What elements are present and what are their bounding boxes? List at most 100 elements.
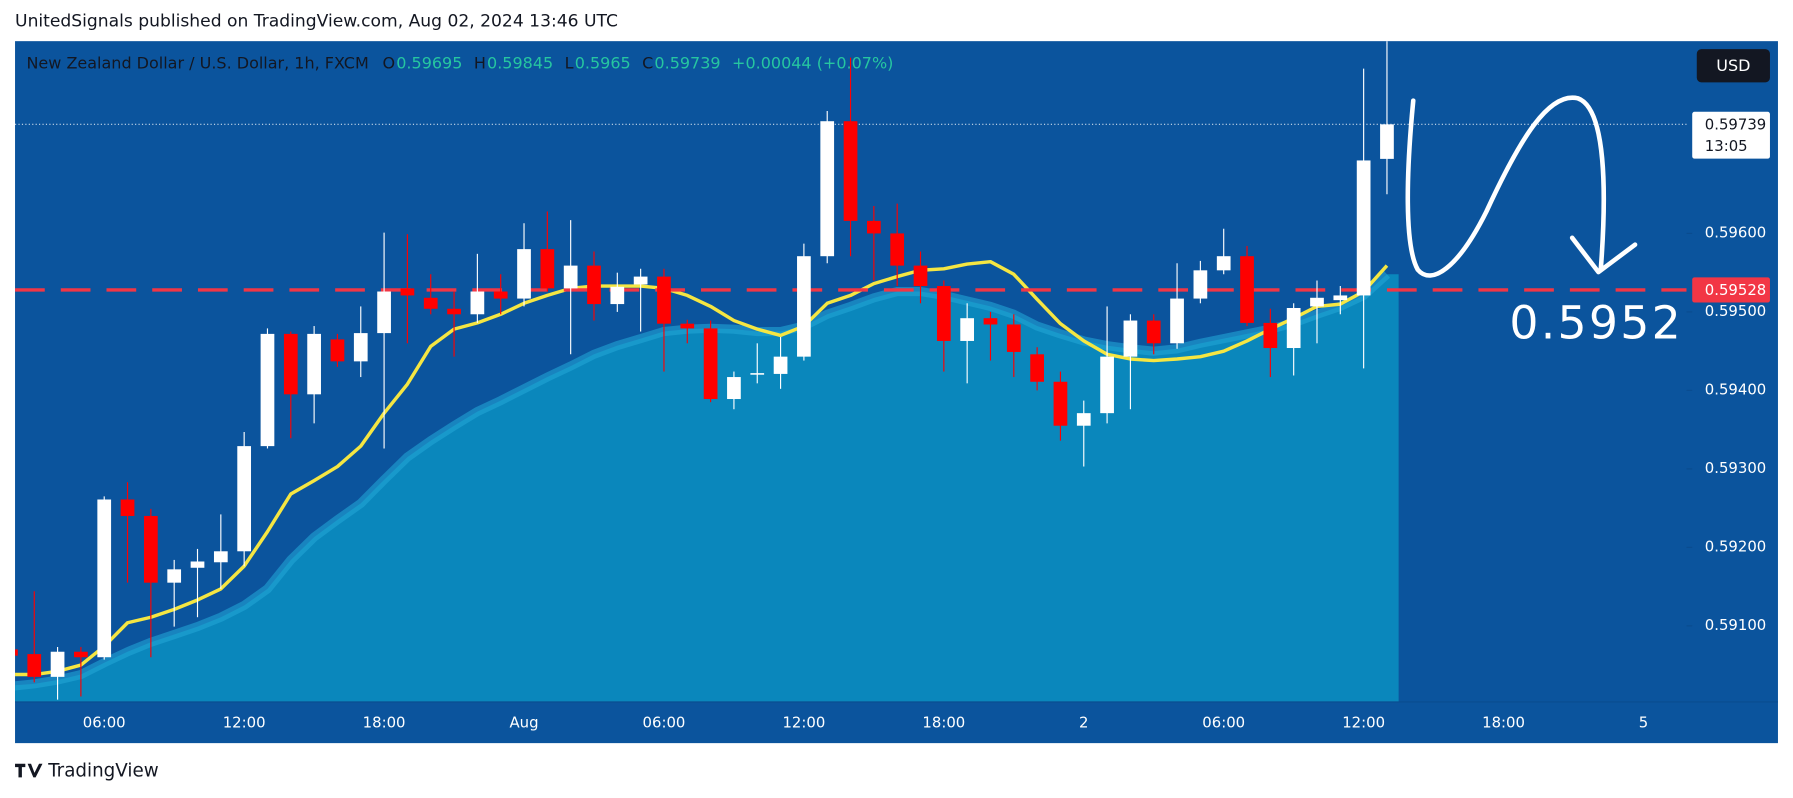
x-tick-label: 12:00 — [223, 714, 266, 732]
x-tick-label: Aug — [510, 714, 539, 732]
y-tick-label: 0.59400 — [1705, 380, 1766, 398]
candle-body — [540, 249, 555, 289]
candle-body — [867, 220, 881, 234]
x-tick-label: 2 — [1079, 714, 1088, 732]
candle-body — [797, 256, 811, 357]
legend-value: 0.59739 — [654, 54, 720, 73]
candle-body — [470, 291, 485, 315]
candle-body — [1286, 307, 1301, 349]
y-tick-label: 0.59300 — [1705, 459, 1766, 477]
candle-body — [423, 297, 438, 309]
x-tick-label: 18:00 — [363, 714, 406, 732]
candle-body — [353, 333, 368, 362]
x-tick-label: 06:00 — [1202, 714, 1245, 732]
candle-body — [633, 276, 648, 285]
candle-body — [1240, 256, 1254, 323]
candle-body — [657, 276, 671, 324]
ma-area-edge — [15, 270, 1391, 691]
candle-body — [330, 339, 345, 362]
x-tick-label: 12:00 — [1342, 714, 1385, 732]
candle-body — [1146, 320, 1161, 344]
x-tick-label: 06:00 — [643, 714, 686, 732]
candle-body — [1006, 324, 1021, 352]
legend-value: 0.59695 — [396, 54, 462, 73]
candle-body — [27, 654, 42, 677]
candle-body — [517, 249, 531, 299]
y-tick-label: 0.59100 — [1705, 616, 1766, 634]
candle-body — [1216, 256, 1231, 271]
candle-body — [750, 373, 765, 375]
candle-body — [213, 551, 228, 563]
candle-body — [493, 291, 508, 299]
candle-body — [260, 333, 275, 447]
candle-body — [773, 356, 788, 374]
x-tick-label: 5 — [1639, 714, 1648, 732]
candle-body — [1333, 295, 1348, 301]
candle-body — [15, 649, 18, 656]
candle-body — [50, 651, 65, 677]
footer: TradingView — [47, 761, 159, 782]
legend-value: 0.5965 — [575, 54, 631, 73]
candle-body — [1053, 381, 1068, 426]
candle-body — [283, 333, 298, 395]
x-tick-label: 12:00 — [782, 714, 825, 732]
candle-body — [447, 308, 461, 315]
candle-body — [610, 286, 625, 305]
level-label: 0.59528 — [1705, 281, 1766, 299]
candle-body — [727, 377, 741, 400]
legend-key: L — [565, 54, 574, 73]
candle-body — [1030, 354, 1044, 382]
candle-body — [144, 515, 158, 583]
candle-body — [190, 561, 205, 568]
candle-body — [1310, 297, 1324, 307]
legend-key: H — [474, 54, 486, 73]
legend-change: +0.00044 (+0.07%) — [732, 54, 893, 73]
level-box — [1692, 277, 1770, 303]
candle-body — [237, 446, 252, 552]
countdown: 13:05 — [1705, 137, 1748, 155]
candle-body — [97, 499, 112, 658]
candle-body — [820, 121, 835, 257]
candle-body — [563, 265, 578, 289]
header: UnitedSignals published on TradingView.c… — [15, 12, 618, 32]
ma-line — [15, 259, 1389, 677]
last-price-box — [1692, 111, 1770, 159]
candle-body — [1100, 356, 1114, 414]
currency: USD — [1716, 56, 1750, 75]
currency-box — [1696, 49, 1770, 83]
candle-body — [1263, 322, 1278, 349]
annotation: 0.5952 — [1509, 296, 1683, 349]
candle-body — [1076, 413, 1091, 426]
legend: New Zealand Dollar / U.S. Dollar, 1h, FX… — [26, 54, 893, 73]
ma-area — [15, 274, 1399, 702]
last-price-label: 0.59739 — [1705, 115, 1766, 133]
legend-symbol: New Zealand Dollar / U.S. Dollar, 1h, FX… — [26, 54, 368, 73]
y-tick-label: 0.59200 — [1705, 537, 1766, 555]
legend-key: C — [642, 54, 653, 73]
candle-body — [703, 328, 718, 400]
candle-body — [890, 233, 905, 266]
hand-drawn-arrow — [1405, 95, 1638, 278]
candle-body — [913, 265, 928, 287]
x-tick-label: 18:00 — [922, 714, 965, 732]
candle-body — [1380, 124, 1394, 159]
x-tick-label: 06:00 — [83, 714, 126, 732]
x-tick-label: 18:00 — [1482, 714, 1525, 732]
candle-body — [587, 265, 601, 305]
candle-body — [1193, 270, 1208, 299]
candle-body — [983, 318, 998, 325]
candle-body — [307, 333, 321, 395]
y-tick-label: 0.59600 — [1705, 223, 1766, 241]
y-tick-label: 0.59500 — [1705, 302, 1766, 320]
candle-body — [1123, 320, 1138, 357]
legend-key: O — [383, 54, 396, 73]
candle-body — [377, 291, 391, 334]
candle-body — [960, 318, 975, 341]
plot-area — [15, 41, 1687, 702]
candle-body — [1356, 160, 1371, 296]
candle-body — [400, 288, 415, 296]
candle-body — [936, 286, 951, 341]
candle-body — [843, 121, 858, 221]
legend-value: 0.59845 — [487, 54, 553, 73]
